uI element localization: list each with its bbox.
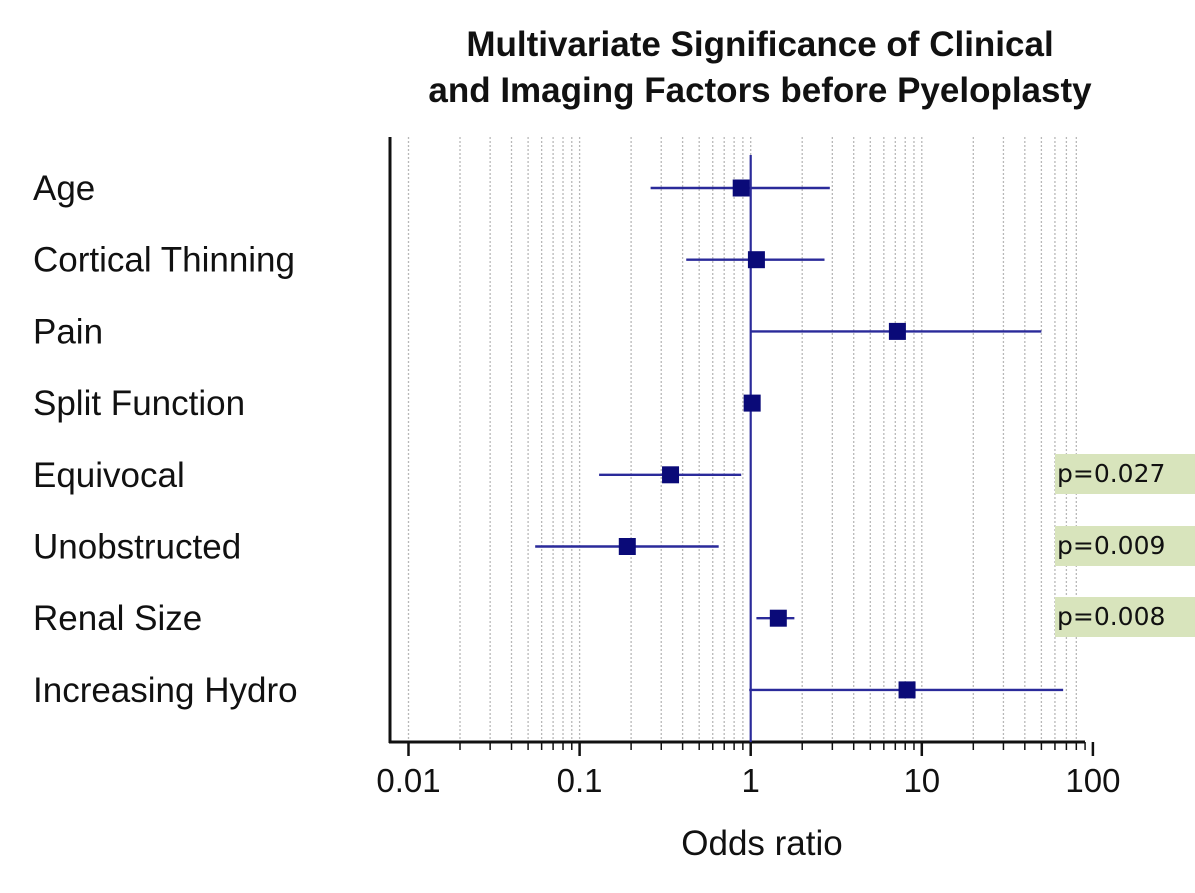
row-label: Equivocal: [33, 456, 185, 495]
row-label: Increasing Hydro: [33, 671, 298, 710]
row-label: Pain: [33, 312, 103, 351]
x-tick-label: 0.1: [557, 762, 603, 799]
estimate-marker: [888, 322, 906, 340]
x-tick-label: 0.01: [376, 762, 440, 799]
row-label: Unobstructed: [33, 528, 241, 567]
row-label: Age: [33, 169, 95, 208]
p-value-badge: p=0.009: [1055, 525, 1195, 566]
x-axis-label: Odds ratio: [681, 824, 842, 863]
estimate-marker: [769, 609, 787, 627]
estimate-marker: [743, 394, 761, 412]
x-tick-label: 1: [742, 762, 760, 799]
estimate-marker: [747, 251, 765, 269]
chart-title-line-2: and Imaging Factors before Pyeloplasty: [428, 71, 1092, 110]
p-value-badge: p=0.027: [1055, 453, 1195, 494]
estimate-marker: [732, 179, 750, 197]
p-value-badge: p=0.008: [1055, 597, 1195, 638]
row-label: Cortical Thinning: [33, 241, 295, 280]
estimate-marker: [662, 466, 680, 484]
chart-title-line-1: Multivariate Significance of Clinical: [466, 25, 1054, 64]
x-tick-label: 10: [903, 762, 940, 799]
x-tick-label: 100: [1065, 762, 1120, 799]
estimate-marker: [618, 538, 636, 555]
chart-title: Multivariate Significance of Clinical an…: [330, 22, 1190, 114]
row-label: Renal Size: [33, 599, 202, 638]
estimate-marker: [898, 681, 916, 699]
row-label: Split Function: [33, 384, 245, 423]
